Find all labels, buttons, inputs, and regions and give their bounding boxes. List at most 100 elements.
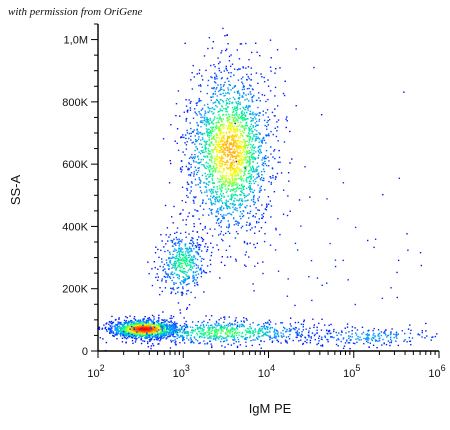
data-point <box>240 227 243 229</box>
data-point <box>232 339 235 341</box>
data-point <box>269 335 272 337</box>
data-point <box>182 257 184 259</box>
data-point <box>230 213 232 215</box>
data-point <box>373 337 375 340</box>
data-point <box>136 320 138 323</box>
data-point <box>243 144 246 146</box>
data-point <box>227 128 229 131</box>
data-point <box>259 112 261 114</box>
data-point <box>245 156 248 158</box>
data-point <box>207 337 209 339</box>
data-point <box>243 128 246 130</box>
data-point <box>112 322 114 324</box>
data-point <box>206 248 209 251</box>
data-point <box>190 334 192 337</box>
data-point <box>221 124 223 126</box>
data-point <box>240 162 243 164</box>
data-point <box>222 330 224 332</box>
data-point <box>221 178 223 180</box>
data-point <box>316 329 318 331</box>
data-point <box>234 319 237 321</box>
data-point <box>357 335 359 338</box>
data-point <box>274 86 277 89</box>
data-point <box>421 331 423 334</box>
data-point <box>284 80 286 82</box>
data-point <box>195 146 197 148</box>
data-point <box>212 119 215 122</box>
data-point <box>168 335 170 338</box>
data-point <box>213 166 215 168</box>
data-point <box>209 119 211 121</box>
data-point <box>228 316 230 318</box>
data-point <box>160 325 162 327</box>
data-point <box>260 145 262 147</box>
data-point <box>379 337 381 339</box>
data-point <box>173 323 175 326</box>
data-point <box>252 125 254 127</box>
data-point <box>203 104 206 106</box>
data-point <box>255 135 257 138</box>
data-point <box>114 329 116 331</box>
data-point <box>298 332 300 334</box>
data-point <box>244 165 247 168</box>
data-point <box>240 157 242 159</box>
data-point <box>132 332 134 335</box>
data-point <box>259 54 261 57</box>
data-point <box>232 156 234 158</box>
data-point <box>286 120 288 122</box>
data-point <box>211 47 214 49</box>
data-point <box>190 163 192 166</box>
data-point <box>351 329 353 332</box>
data-point <box>213 138 215 140</box>
data-point <box>217 234 220 236</box>
data-point <box>150 325 152 328</box>
data-point <box>175 260 177 263</box>
data-point <box>177 291 179 293</box>
data-point <box>378 338 380 340</box>
data-point <box>171 279 173 282</box>
data-point <box>217 249 220 251</box>
data-point <box>150 333 152 335</box>
data-point <box>179 256 181 259</box>
data-point <box>384 330 386 333</box>
data-point <box>230 143 233 146</box>
data-point <box>226 159 228 162</box>
data-point <box>266 109 269 111</box>
data-point <box>389 336 392 339</box>
data-point <box>351 333 353 335</box>
data-point <box>265 125 268 128</box>
data-point <box>163 328 165 331</box>
data-point <box>346 326 349 328</box>
data-point <box>248 128 251 130</box>
data-point <box>252 214 255 217</box>
data-point <box>220 139 222 141</box>
data-point <box>246 181 248 183</box>
data-point <box>246 221 248 224</box>
data-point <box>268 319 271 321</box>
data-point <box>210 343 212 345</box>
data-point <box>227 185 229 187</box>
data-point <box>125 315 127 318</box>
data-point <box>262 136 265 139</box>
data-point <box>245 122 248 125</box>
data-point <box>188 212 190 214</box>
data-point <box>204 146 206 148</box>
data-point <box>245 251 247 253</box>
data-point <box>176 276 179 279</box>
data-point <box>219 207 221 209</box>
data-point <box>272 156 274 158</box>
data-point <box>144 327 146 330</box>
data-point <box>208 208 211 210</box>
data-point <box>140 333 142 336</box>
data-point <box>205 128 208 130</box>
data-point <box>219 199 221 201</box>
data-point <box>223 183 225 185</box>
data-point <box>140 335 142 338</box>
data-point <box>194 135 196 137</box>
data-point <box>174 339 176 341</box>
data-point <box>213 112 215 114</box>
data-point <box>247 170 250 172</box>
data-point <box>380 331 383 333</box>
data-point <box>234 174 236 177</box>
data-point <box>210 149 213 151</box>
